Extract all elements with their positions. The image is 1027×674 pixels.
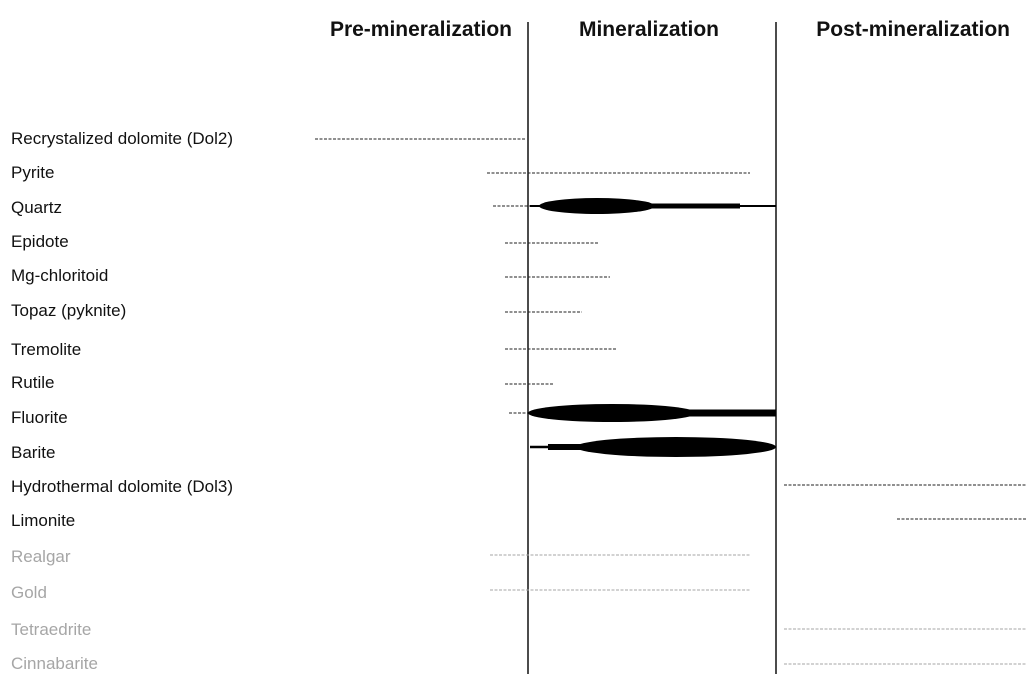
bar-quartz-thick (539, 198, 655, 214)
mineral-label-epidote: Epidote (11, 232, 69, 251)
mineral-label-dol2: Recrystalized dolomite (Dol2) (11, 129, 233, 148)
header-mineralization: Mineralization (579, 18, 719, 41)
mineral-label-topaz: Topaz (pyknite) (11, 301, 126, 320)
mineral-label-fluorite: Fluorite (11, 408, 68, 427)
mineral-label-realgar: Realgar (11, 547, 71, 566)
header-post-mineralization: Post-mineralization (816, 18, 1010, 41)
mineral-label-rutile: Rutile (11, 373, 54, 392)
mineral-label-mg-chloritoid: Mg-chloritoid (11, 266, 108, 285)
bar-barite-thick (576, 437, 776, 457)
bar-fluorite-medium (680, 409, 776, 417)
mineral-label-pyrite: Pyrite (11, 163, 54, 182)
bar-barite-medium (548, 444, 588, 450)
mineral-label-tremolite: Tremolite (11, 340, 81, 359)
mineral-label-gold: Gold (11, 583, 47, 602)
header-pre-mineralization: Pre-mineralization (330, 18, 512, 41)
mineral-label-dol3: Hydrothermal dolomite (Dol3) (11, 477, 233, 496)
mineral-label-limonite: Limonite (11, 511, 75, 530)
bar-quartz-medium (650, 203, 740, 209)
mineral-label-quartz: Quartz (11, 198, 62, 217)
bar-fluorite-thick (528, 404, 696, 422)
mineral-label-cinnabarite: Cinnabarite (11, 654, 98, 673)
mineral-label-barite: Barite (11, 443, 55, 462)
mineral-label-tetraedrite: Tetraedrite (11, 620, 91, 639)
